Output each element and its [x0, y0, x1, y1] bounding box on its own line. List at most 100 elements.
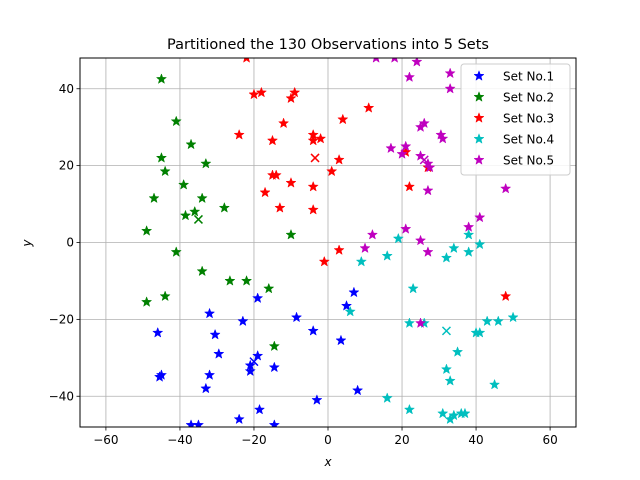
centroid-marker-set-2 [193, 214, 203, 224]
data-point-set-1 [268, 361, 280, 373]
legend-box [460, 63, 571, 176]
centroid-marker-set-3 [310, 153, 320, 163]
data-point-set-4 [488, 378, 501, 390]
data-point-set-2 [268, 340, 280, 352]
y-tick-label: 0 [66, 236, 74, 250]
data-point-set-2 [155, 73, 168, 84]
data-point-set-1 [209, 328, 221, 340]
legend-marker-set-1 [473, 70, 485, 81]
data-point-set-1 [192, 419, 205, 427]
x-tick-label: −60 [93, 433, 118, 447]
data-point-set-1 [290, 311, 303, 323]
data-point-set-5 [372, 58, 380, 63]
data-point-set-2 [196, 265, 208, 277]
data-point-set-5 [396, 148, 408, 159]
data-point-set-5 [444, 82, 456, 94]
data-point-set-2 [189, 205, 201, 217]
data-point-set-4 [344, 305, 356, 317]
data-point-set-4 [440, 251, 453, 263]
data-point-set-2 [196, 192, 208, 204]
data-point-set-4 [381, 392, 393, 403]
data-point-set-5 [403, 71, 416, 83]
data-point-set-4 [448, 409, 460, 421]
data-point-set-3 [307, 134, 319, 146]
data-point-set-3 [266, 134, 279, 146]
data-point-set-4 [507, 311, 519, 323]
data-point-set-4 [437, 407, 449, 419]
data-point-set-2 [240, 275, 253, 286]
data-point-set-5 [463, 221, 475, 232]
data-point-set-1 [340, 300, 353, 311]
data-point-set-4 [440, 363, 453, 375]
data-point-set-1 [311, 394, 323, 405]
x-axis-label: x [323, 455, 332, 469]
data-point-set-3 [285, 92, 297, 104]
data-point-set-4 [481, 315, 493, 327]
x-tick-label: 20 [394, 433, 409, 447]
data-point-set-2 [178, 178, 190, 190]
data-point-set-5 [414, 317, 427, 329]
y-tick-label: −40 [49, 389, 74, 403]
legend-label-set-2: Set No.2 [503, 91, 554, 105]
data-point-set-3 [259, 186, 271, 198]
data-point-set-1 [203, 307, 216, 319]
data-point-set-3 [307, 203, 319, 215]
data-point-set-3 [403, 180, 416, 192]
data-point-set-3 [314, 132, 327, 144]
legend-marker-set-4 [473, 133, 485, 144]
data-point-set-3 [500, 290, 512, 302]
data-point-set-1 [252, 292, 264, 304]
y-tick-label: 40 [59, 82, 74, 96]
data-point-set-1 [155, 369, 168, 380]
data-point-set-1 [203, 369, 216, 380]
data-point-set-4 [392, 232, 404, 244]
data-point-set-3 [270, 169, 282, 181]
data-point-set-2 [159, 290, 171, 302]
data-point-set-1 [213, 348, 225, 359]
data-point-set-3 [255, 86, 267, 98]
data-point-set-1 [244, 365, 256, 377]
legend-label-set-4: Set No.4 [503, 133, 554, 147]
data-point-set-2 [148, 192, 160, 204]
data-point-set-5 [411, 58, 423, 67]
data-point-set-4 [355, 255, 367, 267]
data-points [141, 58, 519, 427]
data-point-set-5 [500, 182, 512, 194]
data-point-set-4 [407, 282, 419, 294]
data-point-set-5 [391, 58, 399, 63]
data-point-set-3 [289, 86, 301, 98]
axis-ticks: −60 −40 −20 0 20 40 60 −40 −20 0 20 40 [49, 82, 558, 447]
legend-marker-set-5 [473, 154, 485, 165]
x-tick-label: −40 [167, 433, 192, 447]
data-point-set-2 [179, 209, 192, 221]
data-point-set-3 [337, 113, 349, 125]
data-point-set-4 [448, 242, 460, 254]
data-point-set-1 [237, 315, 249, 327]
centroid-marker-set-5 [419, 155, 429, 165]
data-point-set-1 [200, 382, 212, 394]
data-point-set-2 [285, 228, 297, 240]
data-point-set-5 [414, 121, 427, 132]
data-point-set-5 [474, 211, 486, 223]
centroid-marker-set-4 [441, 326, 451, 336]
legend: Set No.1 Set No.2 Set No.3 Set No.4 Set No.5 [460, 63, 571, 176]
data-point-set-1 [351, 384, 364, 396]
data-point-set-4 [492, 315, 504, 327]
data-point-set-5 [444, 67, 456, 79]
data-point-set-5 [422, 246, 434, 257]
data-point-set-2 [141, 225, 153, 236]
data-point-set-3 [318, 255, 330, 267]
chart-title: Partitioned the 130 Observations into 5 … [167, 37, 489, 53]
data-point-set-1 [152, 326, 164, 338]
data-point-set-1 [268, 419, 280, 427]
data-point-set-2 [155, 152, 168, 163]
data-point-set-2 [141, 296, 153, 307]
data-point-set-4 [463, 228, 475, 240]
data-point-set-4 [474, 326, 486, 338]
data-point-set-1 [233, 413, 245, 425]
data-point-set-3 [248, 88, 260, 100]
x-tick-label: 0 [324, 433, 332, 447]
data-point-set-3 [285, 177, 297, 188]
data-point-set-2 [218, 201, 230, 213]
data-point-set-5 [400, 140, 412, 152]
